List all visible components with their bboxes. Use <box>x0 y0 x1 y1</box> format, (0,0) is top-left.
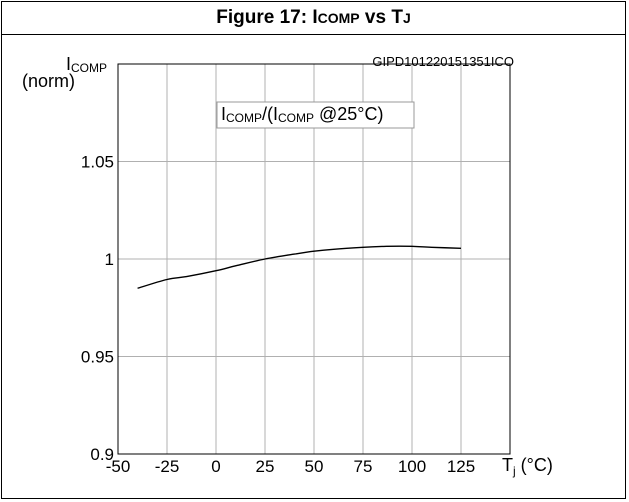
legend-frame <box>216 101 415 129</box>
series-line <box>137 245 462 289</box>
y-axis-unit: (norm) <box>22 71 75 91</box>
y-tick-label: 0.95 <box>81 348 114 367</box>
y-tick-label: 1.05 <box>81 153 114 172</box>
y-axis-label-sub: COMP <box>71 61 107 75</box>
figure-code: GIPD101220151351ICO <box>372 54 514 69</box>
x-tick-label: 50 <box>305 457 324 476</box>
x-axis-label: Tj (°C) <box>502 455 553 478</box>
y-axis-label: ICOMP <box>66 54 107 75</box>
x-axis-label-unit: (°C) <box>516 455 553 475</box>
y-tick-labels: 0.9 0.95 1 1.05 <box>81 153 114 465</box>
title-sub: COMP <box>317 10 360 26</box>
title-mid: vs T <box>359 7 403 28</box>
x-axis-label-main: T <box>502 455 513 475</box>
y-tick-label: 0.9 <box>90 445 114 464</box>
legend-s2: COMP <box>278 111 314 125</box>
legend-s1: COMP <box>226 111 262 125</box>
legend-p2: /(I <box>262 104 278 124</box>
x-tick-label: 100 <box>398 457 426 476</box>
x-tick-label: 125 <box>447 457 475 476</box>
plot-area <box>117 63 511 455</box>
legend-p1: I <box>221 104 226 124</box>
y-axis-label-main: I <box>66 54 71 74</box>
y-tick-label: 1 <box>105 250 114 269</box>
x-tick-label: 0 <box>211 457 220 476</box>
figure-title-bar: Figure 17: ICOMP vs TJ <box>2 2 625 35</box>
x-tick-label: -25 <box>155 457 180 476</box>
x-tick-label: 75 <box>354 457 373 476</box>
title-prefix: Figure 17: I <box>216 7 318 28</box>
x-tick-label: 25 <box>256 457 275 476</box>
x-tick-label: -50 <box>106 457 131 476</box>
x-axis-label-sub: j <box>512 464 516 478</box>
x-tick-labels: -50 -25 0 25 50 75 100 125 <box>106 457 475 476</box>
title-sub2: J <box>402 10 411 26</box>
legend-box: ICOMP/(ICOMP @25°C) <box>216 101 415 129</box>
legend-p3: @25°C) <box>314 104 384 124</box>
figure-title: Figure 17: ICOMP vs TJ <box>216 7 410 29</box>
legend-text: ICOMP/(ICOMP @25°C) <box>221 104 384 125</box>
